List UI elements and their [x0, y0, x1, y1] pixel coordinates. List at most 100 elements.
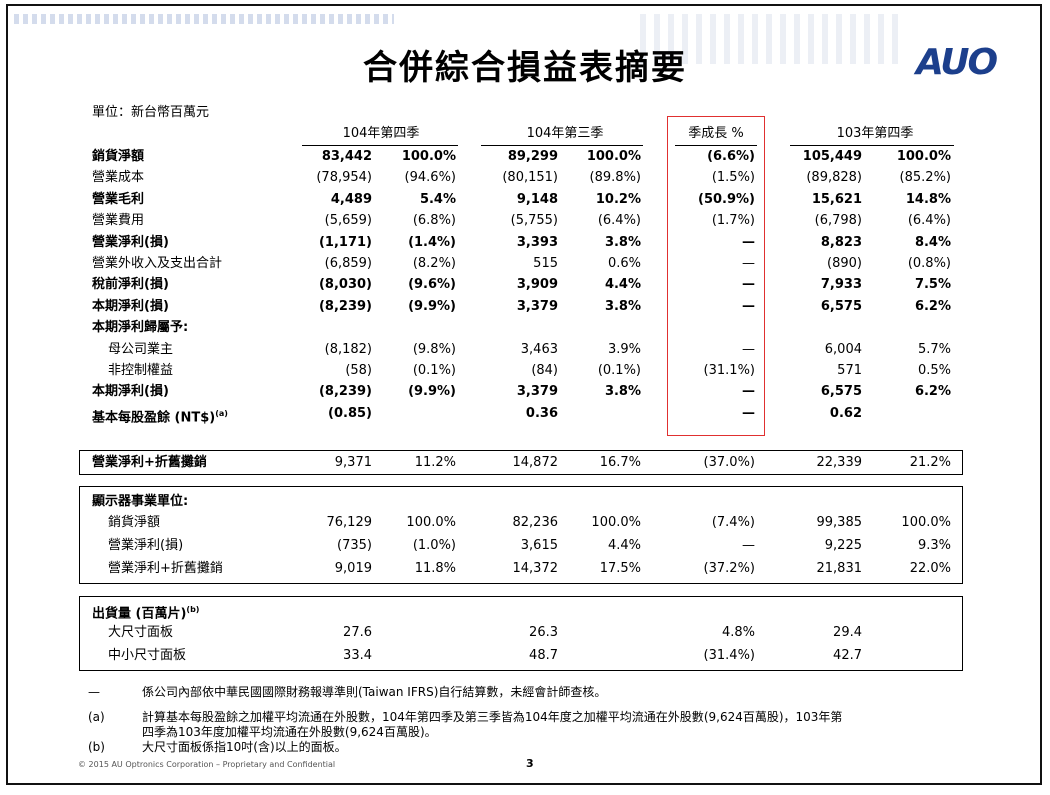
row-value: 3.8% — [604, 384, 641, 400]
row-value: 7.5% — [914, 277, 951, 293]
row-value: — — [742, 298, 755, 314]
header-underline — [302, 145, 458, 146]
footnote-b-marker: (b) — [88, 740, 105, 754]
row-value: (9.9%) — [408, 384, 456, 400]
row-value: (8,239) — [318, 298, 372, 314]
row-value: (9.8%) — [412, 341, 456, 357]
row-value: 9,148 — [516, 191, 558, 207]
row-value: (8,182) — [324, 341, 372, 357]
row-value: 26.3 — [529, 625, 558, 640]
row-value: (89.8%) — [589, 170, 641, 186]
row-value: (31.1%) — [703, 363, 755, 378]
row-value: (1.4%) — [408, 234, 456, 250]
row-value: 22,339 — [816, 455, 863, 470]
row-label: 非控制權益 — [108, 363, 174, 378]
row-value: 21,831 — [816, 561, 863, 576]
row-value: (50.9%) — [698, 191, 755, 207]
row-value: 29.4 — [833, 625, 862, 640]
copyright: © 2015 AU Optronics Corporation – Propri… — [78, 760, 336, 769]
unit-label: 單位：新台幣百萬元 — [92, 105, 210, 120]
row-value: (6,859) — [324, 256, 372, 271]
row-value: 100.0% — [586, 149, 641, 164]
row-label: 營業費用 — [92, 213, 145, 229]
row-label: 營業淨利(損) — [92, 234, 169, 250]
row-value: (31.4%) — [703, 648, 755, 663]
ebitda-box — [79, 450, 963, 475]
footnote-ref: (a) — [215, 408, 228, 418]
row-value: 0.62 — [829, 405, 862, 421]
row-value: 4.4% — [607, 538, 641, 553]
row-value: (1.0%) — [412, 538, 456, 553]
row-label: 銷貨淨額 — [108, 515, 161, 530]
row-value: 0.5% — [917, 363, 951, 378]
row-label: 母公司業主 — [108, 341, 174, 357]
row-value: 100.0% — [901, 515, 951, 530]
row-value: 8,823 — [820, 234, 862, 250]
row-value: (0.1%) — [412, 363, 456, 378]
row-value: 0.36 — [525, 405, 558, 421]
row-value: 27.6 — [343, 625, 372, 640]
footnote-dash-text: 係公司內部依中華民國國際財務報導準則(Taiwan IFRS)自行結算數，未經會… — [142, 685, 607, 699]
row-value: (78,954) — [316, 170, 372, 186]
row-label: 營業淨利+折舊攤銷 — [92, 455, 207, 470]
header-decoration — [14, 14, 394, 24]
row-value: (5,659) — [324, 213, 372, 229]
row-value: 48.7 — [529, 648, 558, 663]
row-value: 83,442 — [321, 149, 372, 164]
row-value: 515 — [533, 256, 558, 271]
row-value: (8,239) — [318, 384, 372, 400]
row-value: 15,621 — [811, 191, 862, 207]
row-value: 6.2% — [914, 384, 951, 400]
row-value: 3,463 — [520, 341, 558, 357]
row-value: 6,575 — [820, 384, 862, 400]
header-q3-104: 104年第三季 — [526, 126, 604, 141]
row-value: 6,004 — [824, 341, 862, 357]
footnote-dash-marker: — — [88, 685, 100, 699]
row-label: 營業外收入及支出合計 — [92, 256, 223, 271]
row-value: 10.2% — [595, 191, 641, 207]
header-q4-103: 103年第四季 — [836, 126, 914, 141]
row-value: (7.4%) — [711, 515, 755, 530]
row-value: — — [742, 277, 755, 293]
row-value: 100.0% — [896, 149, 951, 164]
row-value: 4.8% — [721, 625, 755, 640]
row-value: (9.6%) — [408, 277, 456, 293]
row-value: 3,393 — [516, 234, 558, 250]
row-value: (0.8%) — [907, 256, 951, 271]
header-q4-104: 104年第四季 — [342, 126, 420, 141]
row-value: 3.9% — [607, 341, 641, 357]
row-label: 基本每股盈餘 (NT$)(a) — [92, 408, 228, 426]
row-value: (6.4%) — [597, 213, 641, 229]
row-value: 3,379 — [516, 298, 558, 314]
row-value: 5.7% — [917, 341, 951, 357]
row-value: (0.1%) — [597, 363, 641, 378]
row-value: (6.6%) — [707, 149, 755, 164]
row-value: (6.4%) — [907, 213, 951, 229]
row-value: — — [742, 341, 755, 357]
row-value: — — [742, 405, 755, 421]
row-value: 22.0% — [909, 561, 951, 576]
header-underline — [481, 145, 643, 146]
row-value: 14,372 — [512, 561, 559, 576]
row-value: 89,299 — [507, 149, 558, 164]
row-value: 0.6% — [607, 256, 641, 271]
row-value: 76,129 — [326, 515, 373, 530]
footnote-a-marker: (a) — [88, 710, 105, 724]
row-value: 5.4% — [419, 191, 456, 207]
row-value: 3,909 — [516, 277, 558, 293]
row-value: 33.4 — [343, 648, 372, 663]
slide-frame — [6, 4, 1042, 785]
header-underline — [675, 145, 757, 146]
row-label: 稅前淨利(損) — [92, 277, 169, 293]
row-label: 本期淨利(損) — [92, 298, 169, 314]
row-value: (94.6%) — [404, 170, 456, 186]
qoq-highlight-box — [667, 116, 765, 436]
row-value: 8.4% — [914, 234, 951, 250]
display-business-title: 顯示器事業單位: — [92, 494, 189, 509]
row-value: 16.7% — [599, 455, 641, 470]
row-value: (735) — [337, 538, 372, 553]
row-value: 100.0% — [591, 515, 641, 530]
row-value: 11.2% — [414, 455, 456, 470]
row-value: (1.7%) — [711, 213, 755, 229]
row-value: 100.0% — [401, 149, 456, 164]
